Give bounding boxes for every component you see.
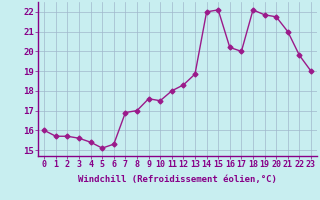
X-axis label: Windchill (Refroidissement éolien,°C): Windchill (Refroidissement éolien,°C) <box>78 175 277 184</box>
